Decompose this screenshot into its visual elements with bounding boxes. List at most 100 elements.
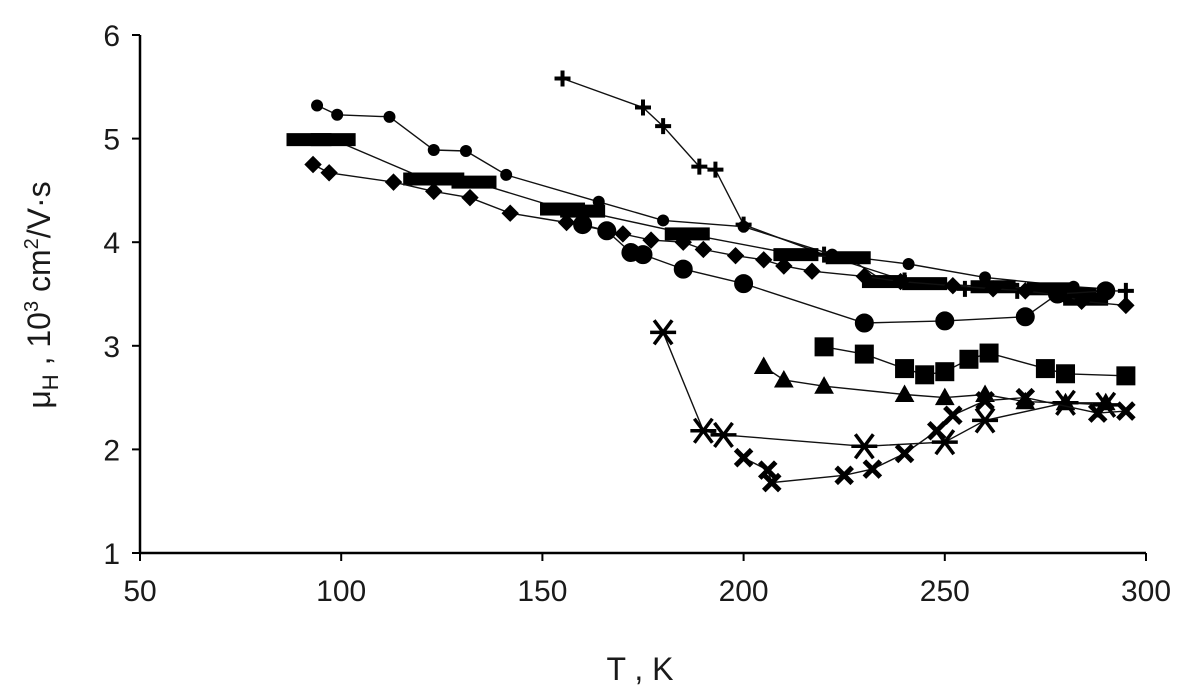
diamond-marker (320, 164, 338, 182)
series-5 (573, 215, 1116, 333)
circle-marker (657, 214, 670, 227)
diamond-marker (557, 213, 576, 232)
series-8 (650, 319, 1119, 460)
diamond-marker (1016, 282, 1034, 300)
diamond-marker (944, 277, 962, 295)
x-marker (1087, 403, 1108, 423)
y-tick-label: 6 (103, 20, 120, 53)
circle-marker (1047, 284, 1067, 304)
series-1 (554, 70, 1134, 299)
asterisk-marker (1052, 389, 1079, 416)
dash-marker (773, 248, 819, 262)
y-tick-label: 1 (103, 538, 120, 571)
plus-marker (554, 70, 571, 87)
circle-marker (734, 274, 754, 294)
plus-marker (707, 161, 724, 178)
diamond-marker (425, 182, 443, 201)
dash-marker (451, 175, 497, 189)
triangle-marker (934, 387, 955, 406)
plus-marker (956, 280, 973, 297)
series-layer (286, 70, 1136, 493)
x-marker (834, 465, 854, 486)
x-axis-label: T , K (607, 651, 674, 687)
circle-marker (902, 257, 915, 270)
diamond-marker (304, 155, 322, 174)
circle-marker (854, 313, 874, 333)
diamond-marker (384, 173, 403, 191)
square-marker (935, 362, 955, 382)
square-marker (979, 343, 999, 363)
plus-marker (691, 158, 708, 175)
series-6 (814, 337, 1136, 386)
diamond-marker (1072, 292, 1091, 310)
dash-marker (310, 133, 356, 147)
y-label-sup: 3 (21, 301, 43, 312)
x-tick-label: 150 (517, 575, 567, 608)
square-marker (814, 337, 834, 357)
y-tick-label: 5 (103, 124, 120, 157)
square-marker (959, 349, 979, 369)
series-line (316, 104, 1106, 290)
asterisk-marker (851, 433, 878, 460)
diamond-marker (1117, 296, 1135, 315)
series-line (823, 346, 1126, 377)
y-label-sup2: 2 (21, 238, 43, 249)
circle-marker (1015, 307, 1035, 327)
x-marker (894, 443, 915, 464)
series-4 (304, 155, 1135, 315)
series-2 (311, 99, 1112, 295)
x-marker (757, 460, 778, 480)
circle-marker (331, 108, 344, 121)
diamond-marker (614, 225, 632, 243)
plus-marker (1117, 282, 1134, 299)
circle-marker (597, 221, 617, 241)
triangle-marker (773, 369, 794, 388)
series-9 (733, 387, 1136, 493)
square-marker (1116, 366, 1136, 386)
diamond-marker (674, 233, 692, 251)
y-tick-label: 3 (103, 331, 120, 364)
axes: 50 100 150 200 250 300 1 2 3 4 5 6 (103, 20, 1171, 608)
diamond-marker (803, 262, 821, 280)
square-marker (854, 344, 874, 364)
circle-marker (383, 110, 396, 123)
square-marker (895, 359, 915, 379)
y-tick-label: 4 (103, 227, 120, 260)
plus-marker (655, 118, 672, 135)
x-marker (1116, 401, 1136, 421)
y-axis-label: μH , 103 cm2/V·s (21, 181, 63, 408)
x-marker (1015, 387, 1036, 408)
asterisk-marker (710, 421, 737, 448)
circle-marker (427, 143, 440, 156)
circle-marker (633, 245, 653, 265)
triangle-marker (753, 356, 774, 375)
x-marker (975, 390, 995, 411)
asterisk-marker (650, 319, 677, 346)
x-marker (762, 472, 782, 493)
y-label-mu: μ (21, 390, 57, 408)
circle-marker (459, 145, 472, 158)
x-marker (733, 447, 754, 468)
y-label-tail: cm (21, 249, 57, 301)
square-marker (1056, 364, 1076, 384)
x-marker (862, 459, 883, 479)
diamond-marker (642, 231, 660, 249)
triangle-marker (894, 384, 915, 402)
diamond-marker (891, 272, 910, 291)
diamond-marker (855, 267, 874, 286)
x-tick-label: 250 (920, 575, 970, 608)
asterisk-marker (972, 407, 999, 434)
diamond-marker (755, 251, 773, 269)
square-marker (915, 365, 935, 385)
circle-marker (673, 259, 693, 279)
y-label-mid: , 10 (21, 312, 57, 374)
circle-marker (737, 220, 750, 233)
x-marker (943, 405, 963, 425)
square-marker (1035, 359, 1055, 379)
diamond-marker (726, 246, 745, 265)
circle-marker (311, 99, 324, 112)
y-tick-label: 2 (103, 434, 120, 467)
x-tick-label: 50 (123, 575, 156, 608)
plus-marker (635, 99, 651, 116)
